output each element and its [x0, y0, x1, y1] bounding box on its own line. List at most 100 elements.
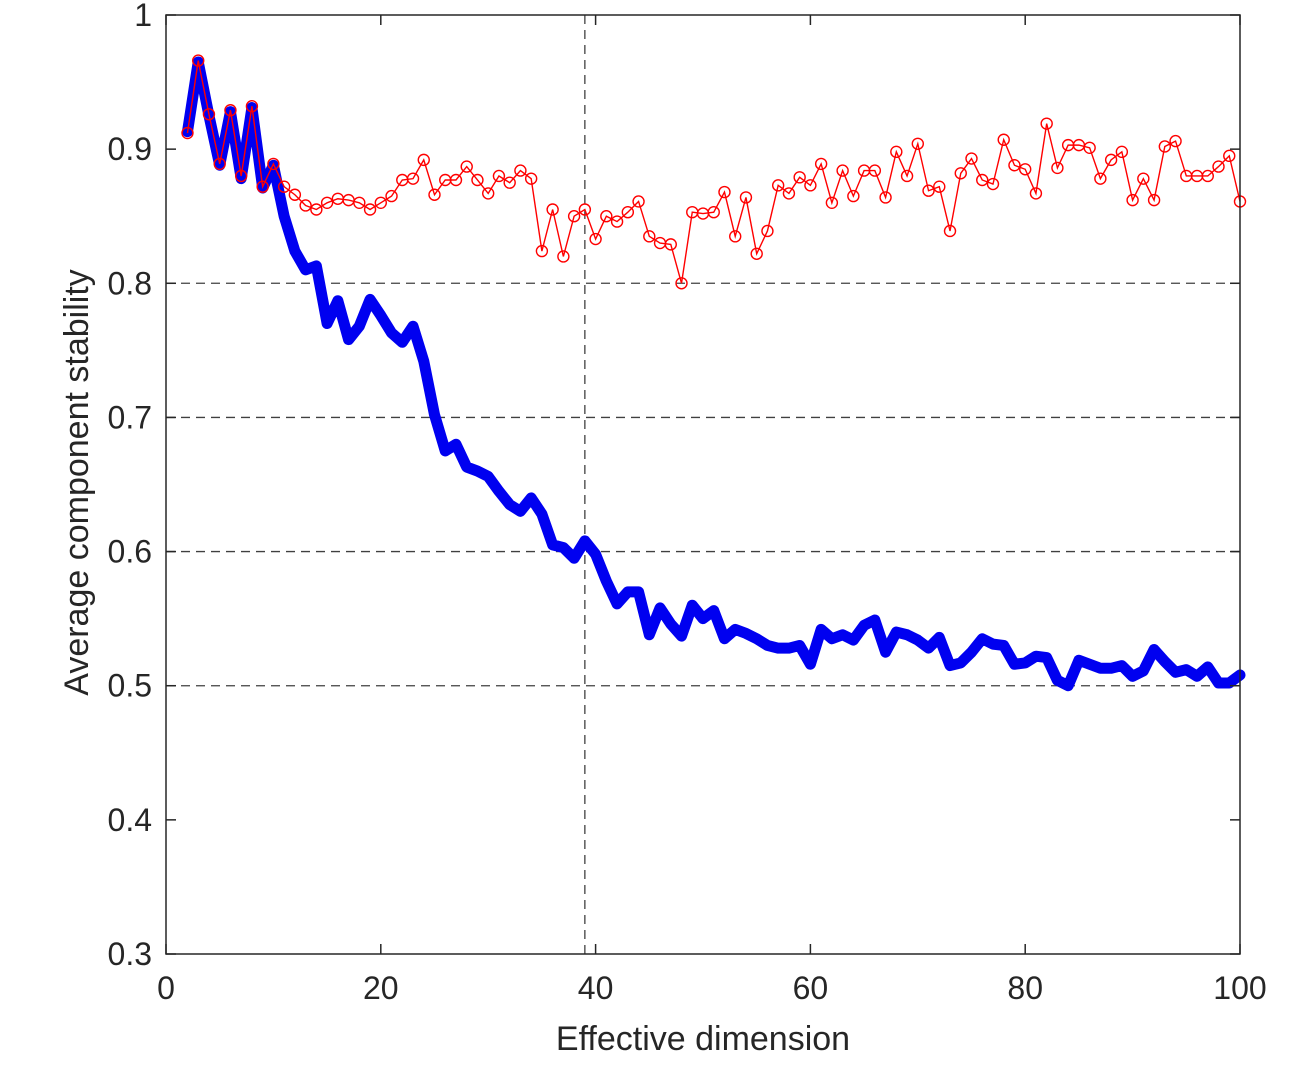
series-red-marker: [428, 188, 441, 201]
series-red-marker: [771, 179, 785, 192]
gridlines: [166, 15, 1240, 954]
y-axis-label: Average component stability: [58, 269, 96, 696]
series-red-marker: [933, 180, 946, 193]
series-blue-path: [181, 56, 1246, 692]
series-red-line: [181, 54, 1247, 290]
series-red-marker: [471, 173, 484, 187]
axis-ticks: [165, 14, 1241, 955]
series-red-marker: [814, 157, 828, 171]
series-red-marker: [234, 169, 248, 183]
series-red-marker: [546, 203, 559, 216]
series-red-marker: [1126, 193, 1139, 207]
series-red-marker: [1201, 169, 1214, 183]
y-tick-label: 0.3: [108, 936, 152, 972]
series-red-marker: [1115, 145, 1129, 159]
series-red-marker: [202, 108, 216, 121]
series-red-marker: [299, 199, 312, 212]
series-red-marker: [965, 152, 978, 165]
series-red-marker: [1212, 160, 1225, 173]
y-tick-label: 0.7: [108, 399, 152, 435]
series-red-marker: [976, 173, 989, 187]
series-red-marker: [1094, 172, 1107, 185]
series-red-marker: [363, 203, 377, 216]
series-red-marker: [1223, 149, 1236, 163]
series-red-marker: [277, 180, 291, 193]
series-red-marker: [664, 238, 677, 251]
series-red-marker: [1169, 134, 1182, 148]
series-red-marker: [1018, 163, 1032, 176]
series-red-marker: [567, 210, 581, 223]
series-red-marker: [181, 126, 194, 140]
series-red-marker: [825, 196, 839, 210]
series-red-marker: [986, 177, 1000, 191]
series-red-marker: [535, 244, 549, 258]
series-blue-line: [181, 56, 1246, 692]
series-red-marker: [1147, 193, 1161, 207]
series-red-marker: [890, 145, 903, 159]
series-red-marker: [460, 160, 473, 173]
x-tick-label: 0: [157, 970, 175, 1006]
series-red-marker: [739, 191, 753, 204]
series-red-marker: [310, 203, 323, 216]
series-red-marker: [1040, 117, 1053, 130]
y-tick-label: 1: [134, 0, 152, 33]
x-axis-label: Effective dimension: [556, 1020, 850, 1058]
series-red-marker: [385, 189, 398, 203]
y-tick-label: 0.8: [108, 265, 152, 301]
series-red-marker: [1029, 187, 1043, 200]
series-red-marker: [256, 180, 269, 193]
series-red-marker: [406, 172, 420, 185]
series-red-marker: [1104, 153, 1118, 167]
series-red-marker: [213, 157, 226, 171]
series-red-marker: [900, 169, 914, 183]
x-tick-label: 60: [793, 970, 829, 1006]
x-tick-label: 40: [578, 970, 614, 1006]
series-red-marker: [943, 224, 957, 238]
x-axis-tick-labels: 0 20 40 60 80 100: [157, 970, 1267, 1006]
series-red-marker: [245, 100, 259, 113]
series-red-marker: [1008, 159, 1021, 172]
series-red-marker: [793, 171, 806, 184]
series-red-marker: [503, 176, 516, 189]
y-tick-label: 0.6: [108, 534, 152, 570]
series-red-marker: [600, 210, 613, 223]
series-red-marker: [192, 54, 205, 67]
series-red-marker: [557, 250, 570, 263]
x-tick-label: 100: [1213, 970, 1266, 1006]
series-red-marker: [320, 196, 334, 210]
series-red-marker: [836, 164, 849, 177]
series-red-marker: [718, 185, 731, 199]
series-red-marker: [1158, 140, 1172, 153]
series-red-marker: [707, 205, 720, 219]
series-red-marker: [782, 187, 796, 200]
series-red-marker: [1051, 161, 1064, 175]
series-red-marker: [482, 187, 495, 200]
series-red-marker: [761, 224, 774, 238]
series-red-marker: [1137, 172, 1150, 185]
series-red-marker: [879, 191, 892, 204]
series-red-marker: [224, 104, 237, 117]
x-tick-label: 20: [363, 970, 399, 1006]
series-red-marker: [524, 172, 538, 185]
series-red-marker: [922, 184, 935, 197]
y-axis-tick-labels: 0.3 0.4 0.5 0.6 0.7 0.8 0.9 1: [108, 0, 152, 972]
series-red-marker: [589, 232, 602, 246]
series-red-marker: [374, 196, 387, 210]
series-red-marker: [1083, 141, 1096, 155]
series-red-marker: [353, 196, 366, 210]
series-red-marker: [750, 247, 763, 260]
series-red-marker: [514, 164, 527, 177]
series-red-marker: [804, 179, 817, 192]
series-red-marker: [997, 133, 1010, 146]
plot-area-frame: [165, 14, 1241, 955]
series-red-marker: [492, 169, 506, 183]
y-tick-label: 0.5: [108, 668, 152, 704]
series-red-marker: [643, 230, 656, 243]
series-red-marker: [954, 167, 967, 180]
series-red-marker: [868, 164, 882, 177]
series-red-marker: [632, 195, 645, 208]
y-tick-label: 0.9: [108, 131, 152, 167]
series-red-marker: [267, 157, 280, 171]
series-red-marker: [449, 173, 463, 187]
series-red-path: [186, 60, 1241, 284]
